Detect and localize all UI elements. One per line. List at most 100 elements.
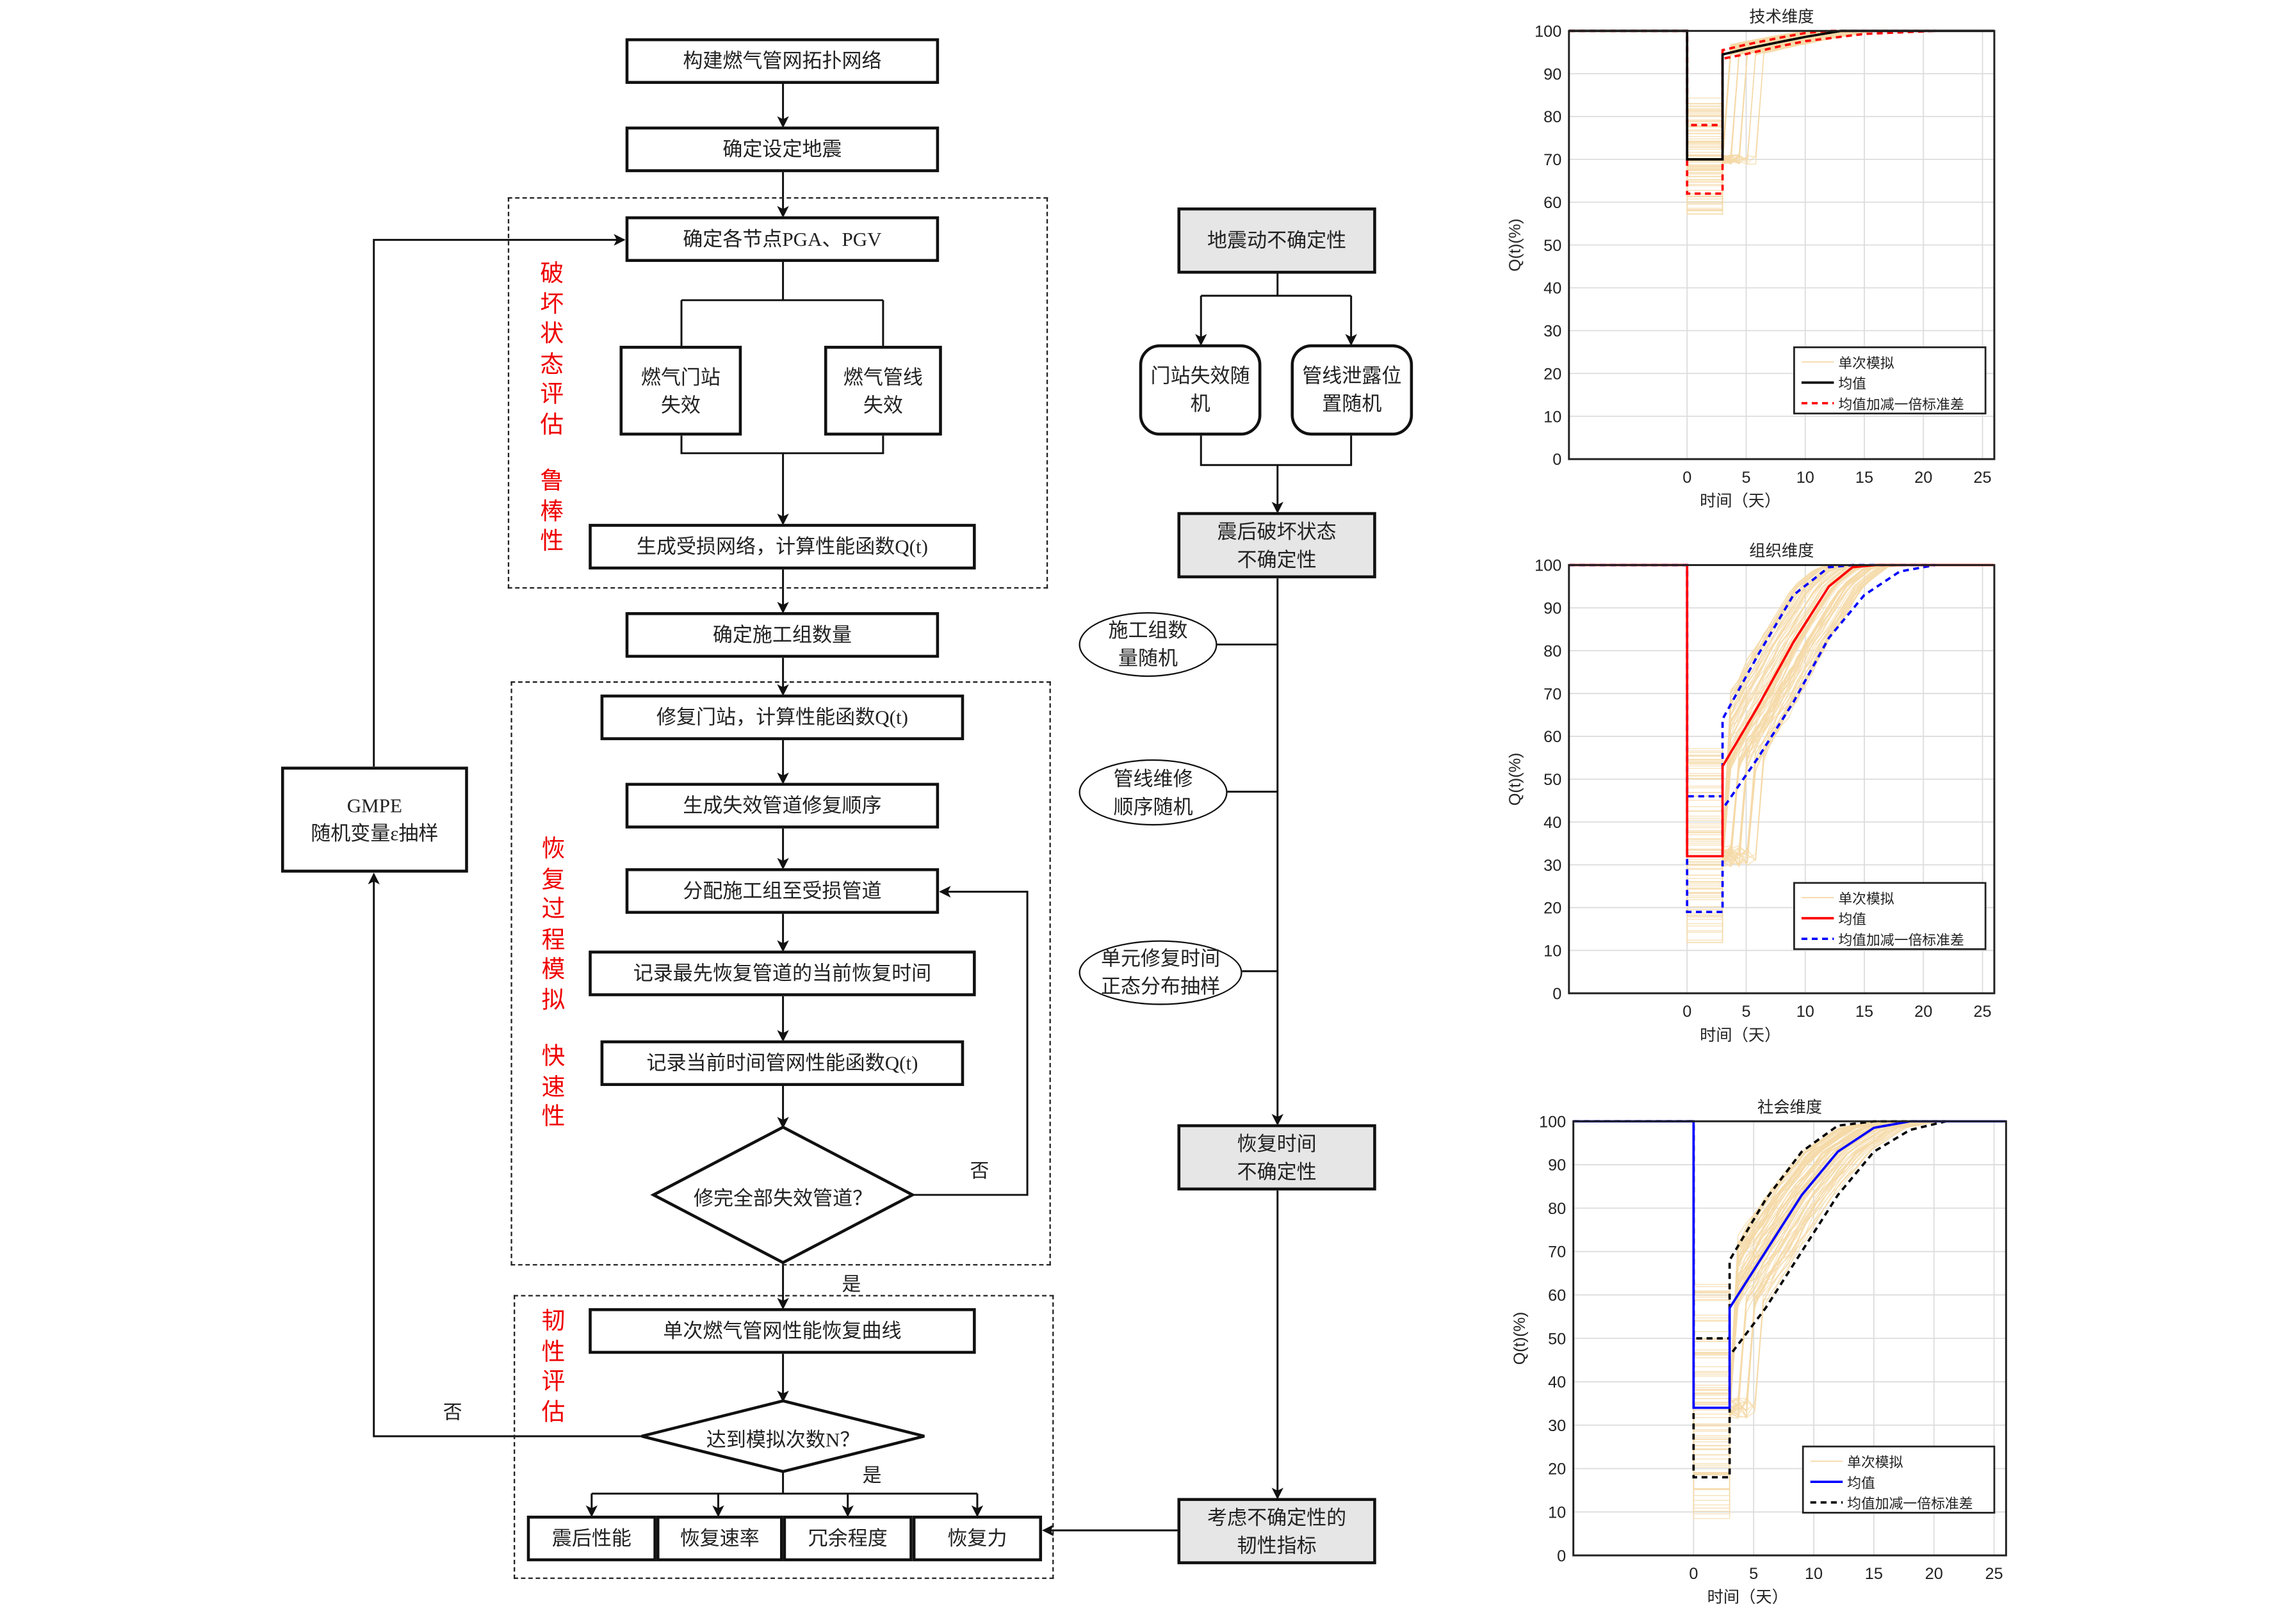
metric-redundancy: 冗余程度 (783, 1516, 913, 1562)
y-tick-label: 70 (1548, 1244, 1566, 1261)
set-earthquake-step: 确定设定地震 (625, 126, 940, 172)
repair-station-step: 修复门站，计算性能函数Q(t) (600, 694, 965, 740)
y-tick-label: 0 (1557, 1547, 1566, 1565)
y-tick-label: 80 (1543, 108, 1561, 126)
chart-title: 社会维度 (1757, 1098, 1822, 1116)
gmpe-sampling-box: GMPE 随机变量ε抽样 (281, 766, 468, 873)
y-tick-label: 60 (1543, 194, 1561, 212)
y-tick-label: 50 (1543, 237, 1561, 255)
char: 模 (541, 958, 566, 984)
x-tick-label: 20 (1914, 1003, 1932, 1021)
char: 恢 (541, 837, 566, 863)
x-tick-label: 0 (1682, 1003, 1691, 1021)
resilience-index-uncertainty: 考虑不确定性的韧性指标 (1177, 1498, 1376, 1564)
y-tick-label: 20 (1548, 1461, 1566, 1478)
x-tick-label: 0 (1689, 1565, 1698, 1583)
char: 状 (540, 322, 564, 348)
x-tick-label: 10 (1796, 469, 1814, 487)
y-tick-label: 0 (1552, 985, 1561, 1003)
no-label: 否 (443, 1400, 462, 1423)
damaged-network-step: 生成受损网络，计算性能函数Q(t) (589, 524, 976, 570)
y-tick-label: 50 (1543, 771, 1561, 789)
metric-post-earthquake-performance: 震后性能 (526, 1516, 656, 1562)
y-axis-label: Q(t)(%) (1506, 218, 1524, 271)
y-tick-label: 50 (1548, 1330, 1566, 1348)
x-tick-label: 25 (1985, 1565, 2003, 1583)
char: 拟 (541, 988, 566, 1014)
char: 评 (541, 1370, 566, 1395)
mean-line (1568, 563, 1994, 858)
x-tick-label: 25 (1973, 1003, 1991, 1021)
mean-line (1573, 1120, 2007, 1409)
char: 坏 (540, 292, 564, 318)
x-tick-label: 15 (1865, 1565, 1883, 1583)
char: 快 (541, 1044, 566, 1070)
y-tick-label: 20 (1543, 365, 1561, 383)
pipeline-failure-step: 燃气管线失效 (824, 346, 942, 436)
legend-entry: 单次模拟 (1838, 891, 1894, 907)
assign-crews-step: 分配施工组至受损管道 (625, 868, 940, 914)
metric-resilience: 恢复力 (912, 1516, 1043, 1562)
y-tick-label: 100 (1535, 22, 1561, 40)
build-network-step: 构建燃气管网拓扑网络 (625, 38, 940, 84)
axes-frame (1568, 29, 1996, 460)
x-tick-label: 10 (1805, 1565, 1823, 1583)
yes-label: 是 (862, 1464, 882, 1487)
robustness-label: 鲁棒性 (539, 468, 565, 558)
char: 棒 (540, 499, 564, 525)
chart-title: 技术维度 (1749, 8, 1814, 26)
axes-frame (1572, 1120, 2007, 1557)
char: 韧 (541, 1309, 566, 1335)
char: 速 (541, 1074, 566, 1100)
yes-label: 是 (842, 1272, 861, 1295)
x-tick-label: 15 (1855, 1003, 1873, 1021)
x-tick-label: 5 (1749, 1565, 1758, 1583)
all-repaired-decision: 修完全部失效管道？ (693, 1187, 873, 1210)
axes-frame (1568, 563, 1996, 994)
y-tick-label: 40 (1543, 280, 1561, 298)
y-tick-label: 0 (1552, 451, 1561, 469)
x-tick-label: 0 (1682, 469, 1691, 487)
y-tick-label: 60 (1543, 728, 1561, 746)
x-tick-label: 10 (1796, 1003, 1814, 1021)
char: 性 (541, 1105, 566, 1130)
y-tick-label: 90 (1543, 600, 1561, 618)
resilience-evaluation-label: 韧性评估 (540, 1308, 566, 1429)
y-tick-label: 20 (1543, 900, 1561, 918)
legend-entry: 均值 (1838, 376, 1866, 392)
legend-entry: 均值加减一倍标准差 (1838, 932, 1964, 948)
repair-order-step: 生成失效管道修复顺序 (625, 782, 940, 829)
char: 估 (541, 1400, 566, 1425)
record-q-step: 记录当前时间管网性能函数Q(t) (600, 1040, 965, 1086)
legend-entry: 均值加减一倍标准差 (1838, 396, 1964, 412)
y-tick-label: 80 (1548, 1200, 1566, 1218)
y-tick-label: 100 (1539, 1113, 1566, 1131)
y-tick-label: 30 (1548, 1417, 1566, 1435)
char: 过 (541, 897, 566, 923)
char: 破 (540, 262, 564, 288)
no-label: 否 (970, 1159, 989, 1182)
legend-entry: 单次模拟 (1847, 1454, 1903, 1470)
y-tick-label: 70 (1543, 151, 1561, 169)
x-axis-label: 时间（天） (1700, 492, 1780, 510)
y-axis-label: Q(t)(%) (1511, 1312, 1529, 1365)
x-tick-label: 20 (1925, 1565, 1943, 1583)
x-tick-label: 5 (1741, 1003, 1750, 1021)
y-tick-label: 30 (1543, 323, 1561, 341)
single-curve-step: 单次燃气管网性能恢复曲线 (589, 1308, 976, 1354)
crew-count-step: 确定施工组数量 (625, 612, 940, 658)
epsilon-sampling-label: 随机变量ε抽样 (311, 822, 439, 845)
char: 估 (540, 412, 564, 438)
pga-pgv-step: 确定各节点PGA、PGV (625, 216, 940, 263)
mean-line (1568, 29, 1994, 161)
x-axis-label: 时间（天） (1700, 1026, 1780, 1044)
char: 程 (541, 927, 566, 953)
x-axis-label: 时间（天） (1707, 1589, 1788, 1604)
record-time-step: 记录最先恢复管道的当前恢复时间 (589, 950, 976, 996)
gmpe-label: GMPE (346, 794, 402, 817)
legend-entry: 均值 (1847, 1475, 1875, 1491)
repair-order-random: 管线维修顺序随机 (1079, 759, 1228, 826)
y-tick-label: 10 (1543, 408, 1561, 426)
resilience-evaluation-region (514, 1295, 1054, 1579)
